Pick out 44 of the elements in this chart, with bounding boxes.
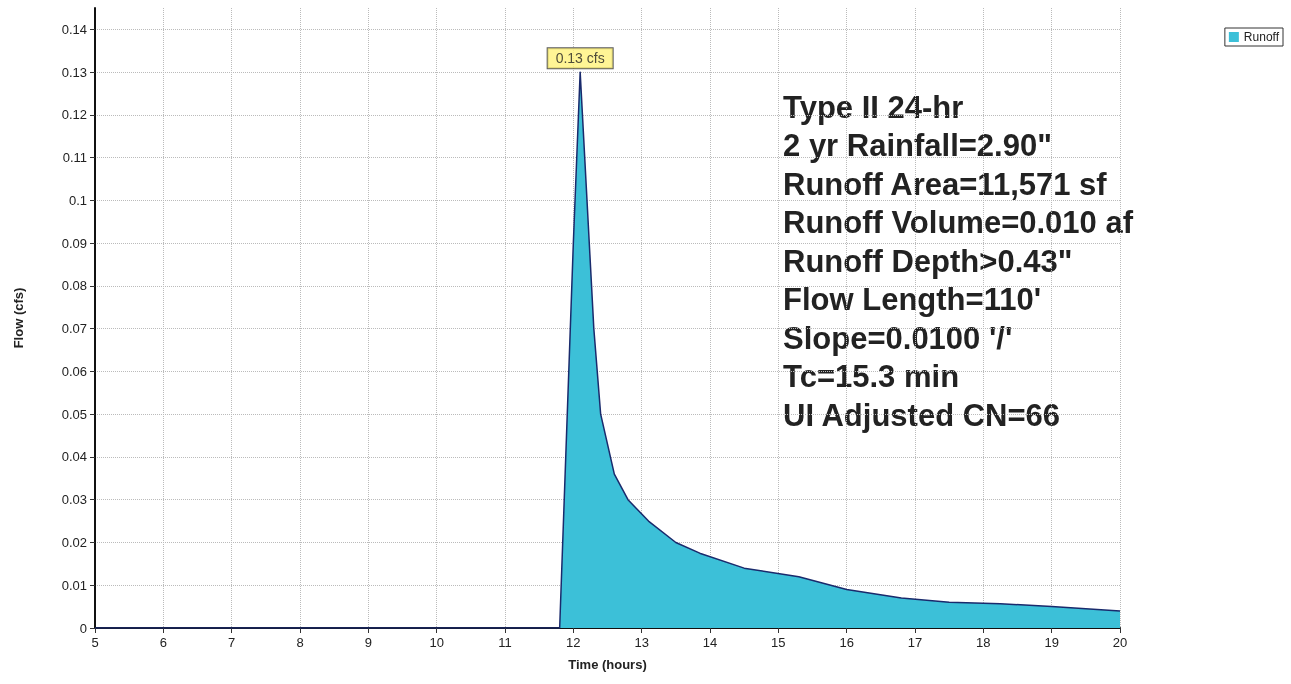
y-tick-label: 0.13 <box>61 64 87 80</box>
annotation: Flow Length=110' <box>783 282 1042 318</box>
y-tick-label: 0.03 <box>61 492 87 508</box>
x-tick-label: 15 <box>771 635 786 650</box>
x-tick-label: 8 <box>296 635 304 650</box>
annotation: Runoff Volume=0.010 af <box>783 205 1134 241</box>
y-tick-label: 0.11 <box>62 150 87 166</box>
y-tick-label: 0.09 <box>61 235 87 251</box>
annotation: UI Adjusted CN=66 <box>783 397 1061 433</box>
x-tick-label: 7 <box>228 635 236 650</box>
x-tick-label: 6 <box>159 635 167 650</box>
legend-label: Runoff <box>1243 30 1280 44</box>
x-tick-label: 16 <box>839 635 854 650</box>
annotation: Runoff Area=11,571 sf <box>783 166 1108 202</box>
x-tick-label: 20 <box>1112 635 1128 650</box>
y-tick-label: 0 <box>79 620 87 636</box>
x-tick-label: 13 <box>634 635 649 650</box>
y-tick-label: 0.06 <box>61 363 87 379</box>
y-tick-label: 0.07 <box>61 321 87 337</box>
y-tick-label: 0.04 <box>61 449 87 465</box>
y-tick-label: 0.14 <box>61 21 87 37</box>
x-tick-label: 18 <box>976 635 991 650</box>
x-tick-label: 12 <box>566 635 581 650</box>
x-tick-label: 17 <box>907 635 923 650</box>
x-tick-label: 11 <box>498 635 512 650</box>
x-tick-label: 9 <box>364 635 372 650</box>
x-tick-label: 19 <box>1044 635 1059 650</box>
y-axis-title: Flow (cfs) <box>11 287 26 349</box>
annotation: Runoff Depth>0.43" <box>783 243 1073 279</box>
y-tick-label: 0.1 <box>68 192 87 208</box>
x-tick-label: 5 <box>91 635 99 650</box>
annotation: Tc=15.3 min <box>783 359 960 395</box>
x-axis-title: Time (hours) <box>568 657 647 672</box>
annotation: 2 yr Rainfall=2.90" <box>783 128 1052 164</box>
x-tick-label: 10 <box>429 635 444 650</box>
y-tick-label: 0.02 <box>61 534 87 550</box>
y-tick-label: 0.12 <box>61 107 87 123</box>
y-tick-label: 0.01 <box>61 577 87 593</box>
y-tick-label: 0.05 <box>61 406 87 422</box>
annotation: Slope=0.0100 '/' <box>783 320 1013 356</box>
x-tick-label: 14 <box>702 635 718 650</box>
annotation: 0.13 cfs <box>555 50 605 67</box>
annotation: Type II 24-hr <box>783 89 964 125</box>
y-tick-label: 0.08 <box>61 278 87 294</box>
